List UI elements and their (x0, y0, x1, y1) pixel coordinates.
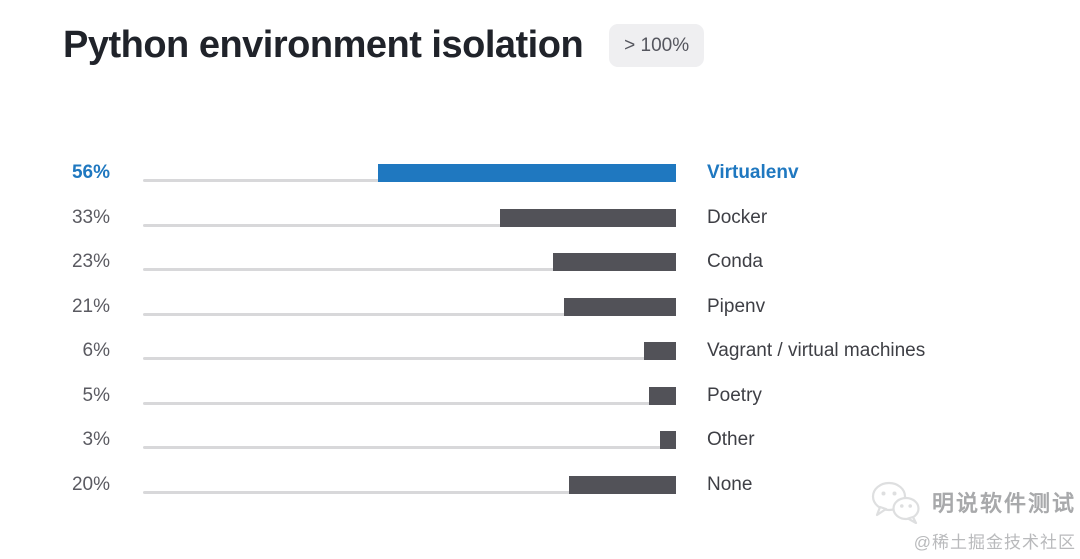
bar (644, 342, 676, 361)
bar-track (143, 253, 676, 272)
bar-track (143, 475, 676, 494)
chart-row: 23% Conda (63, 240, 1023, 285)
bar-track (143, 297, 676, 316)
value-label: 21% (71, 295, 110, 317)
category-label: Vagrant / virtual machines (707, 340, 926, 362)
bar-track (143, 386, 676, 405)
baseline (143, 401, 676, 405)
watermark-main: 明说软件测试 (868, 480, 1076, 524)
category-label: Pipenv (707, 295, 766, 317)
value-label: 3% (82, 429, 110, 451)
category-label: Poetry (707, 384, 762, 406)
chart-rows: 56% Virtualenv 33% Docker 23% Conda 21% … (63, 151, 1023, 507)
wechat-icon (871, 481, 920, 524)
baseline (143, 357, 676, 361)
bar (553, 253, 676, 272)
value-label: 5% (82, 384, 110, 406)
respondents-badge: > 100% (609, 24, 705, 67)
baseline (143, 223, 676, 227)
chart-row: 3% Other (63, 418, 1023, 463)
baseline (143, 490, 676, 494)
baseline (143, 312, 676, 316)
watermark-community: @稀土掘金技术社区 (913, 533, 1076, 552)
chart-row: 5% Poetry (63, 374, 1023, 419)
page-title: Python environment isolation (63, 24, 584, 66)
category-label: Virtualenv (707, 162, 799, 184)
chart-row: 33% Docker (63, 196, 1023, 241)
chart-row: 20% None (63, 463, 1023, 508)
bar (649, 386, 676, 405)
bar-track (143, 164, 676, 183)
category-label: Conda (707, 251, 763, 273)
baseline (143, 446, 676, 450)
watermark: 明说软件测试 @稀土掘金技术社区 (868, 480, 1076, 553)
category-label: Docker (707, 206, 768, 228)
bar-track (143, 342, 676, 361)
chart-row: 56% Virtualenv (63, 151, 1023, 196)
baseline (143, 268, 676, 272)
chart-row: 21% Pipenv (63, 285, 1023, 330)
bar (569, 475, 676, 494)
bar-track (143, 208, 676, 227)
chart-row: 6% Vagrant / virtual machines (63, 329, 1023, 374)
bar-track (143, 431, 676, 450)
category-label: Other (707, 429, 755, 451)
bar (500, 208, 676, 227)
value-label: 20% (71, 473, 110, 495)
value-label: 6% (82, 340, 110, 362)
bar (564, 297, 676, 316)
watermark-name: 明说软件测试 (931, 491, 1076, 516)
value-label: 33% (71, 206, 110, 228)
bar (660, 431, 676, 450)
value-label: 56% (71, 162, 110, 184)
value-label: 23% (71, 251, 110, 273)
chart-header: Python environment isolation > 100% (63, 24, 705, 67)
category-label: None (707, 473, 753, 495)
bar (377, 164, 676, 183)
